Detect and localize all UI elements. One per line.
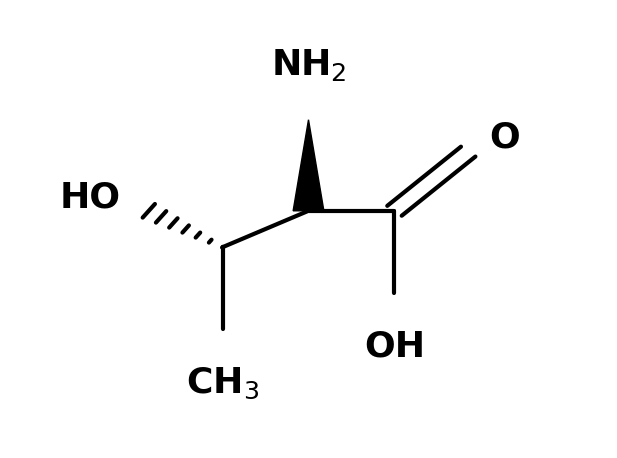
Text: OH: OH	[364, 329, 425, 363]
Polygon shape	[293, 120, 324, 211]
Text: HO: HO	[60, 180, 121, 214]
Text: O: O	[490, 121, 521, 155]
Text: NH$_2$: NH$_2$	[271, 47, 346, 83]
Text: CH$_3$: CH$_3$	[186, 365, 259, 401]
